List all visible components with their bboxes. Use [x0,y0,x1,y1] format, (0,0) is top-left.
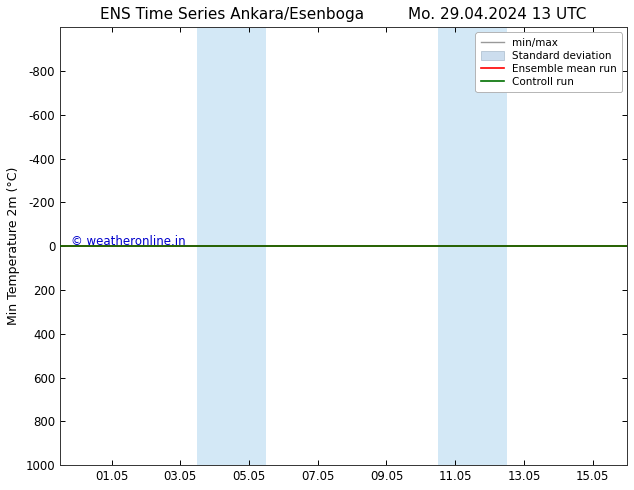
Bar [438,27,507,465]
Bar [197,27,266,465]
Y-axis label: Min Temperature 2m (°C): Min Temperature 2m (°C) [7,167,20,325]
Title: ENS Time Series Ankara/Esenboga         Mo. 29.04.2024 13 UTC: ENS Time Series Ankara/Esenboga Mo. 29.0… [100,7,586,22]
Text: © weatheronline.in: © weatheronline.in [72,235,186,248]
Legend: min/max, Standard deviation, Ensemble mean run, Controll run: min/max, Standard deviation, Ensemble me… [476,32,622,92]
